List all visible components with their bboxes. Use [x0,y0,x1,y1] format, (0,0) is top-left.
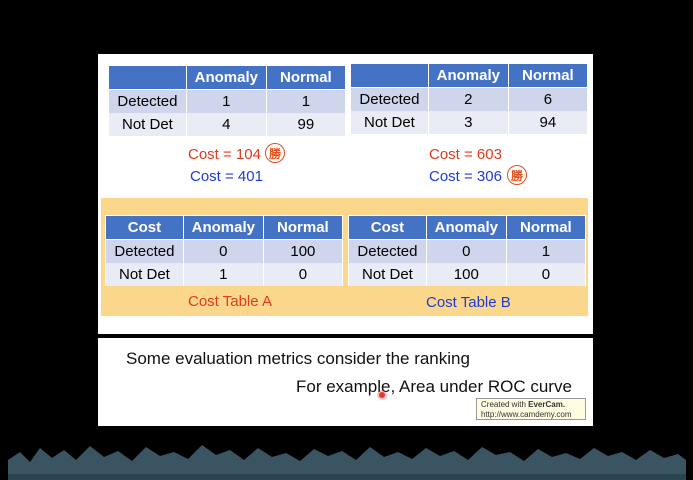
table-row: Not Det 1 0 [105,263,344,286]
cell: 100 [425,263,507,286]
table-row: Not Det 100 0 [348,263,587,286]
header-corner [108,65,187,90]
cell: 1 [185,89,267,113]
cost-table-b: Cost Anomaly Normal Detected 0 1 Not Det… [348,215,587,286]
row-label: Not Det [108,113,187,136]
header-cost: Cost [348,215,427,240]
table-row: Detected 0 100 [105,239,344,263]
header-cost: Cost [105,215,184,240]
header-normal: Normal [265,65,347,90]
table-row: Detected 0 1 [348,239,587,263]
row-label: Not Det [105,263,184,286]
cost-right-a: Cost = 603 [429,146,502,163]
cost-table-a: Cost Anomaly Normal Detected 0 100 Not D… [105,215,344,286]
cost-left-b: Cost = 401 [190,168,263,185]
cost-right-b: Cost = 306 [429,168,502,185]
audio-waveform[interactable] [0,430,693,480]
row-label: Detected [348,239,427,263]
header-anomaly: Anomaly [427,63,509,88]
win-stamp-icon: 勝 [507,165,527,185]
row-label: Detected [108,89,187,113]
header-normal: Normal [262,215,344,240]
row-label: Detected [350,87,429,111]
cell: 1 [182,263,264,286]
cell: 0 [425,239,507,263]
confusion-table-right: Anomaly Normal Detected 2 6 Not Det 3 94 [350,63,589,134]
bottom-line-2: For example, Area under ROC curve [296,377,572,396]
cell: 0 [505,263,587,286]
table-row: Detected 1 1 [108,89,347,113]
header-anomaly: Anomaly [182,215,264,240]
slide-divider [98,334,593,338]
cell: 0 [262,263,344,286]
cell: 1 [265,89,347,113]
cell: 2 [427,87,509,111]
table-row: Not Det 3 94 [350,111,589,134]
cell: 1 [505,239,587,263]
cost-left-a: Cost = 104 [188,146,261,163]
confusion-table-left: Anomaly Normal Detected 1 1 Not Det 4 99 [108,65,347,136]
cell: 100 [262,239,344,263]
table-row: Detected 2 6 [350,87,589,111]
cell: 6 [507,87,589,111]
cell: 3 [427,111,509,134]
row-label: Not Det [350,111,429,134]
header-normal: Normal [507,63,589,88]
bottom-line-1: Some evaluation metrics consider the ran… [126,349,470,368]
caption-cost-table-b: Cost Table B [426,294,511,311]
cell: 0 [182,239,264,263]
header-anomaly: Anomaly [185,65,267,90]
row-label: Detected [105,239,184,263]
row-label: Not Det [348,263,427,286]
cell: 99 [265,113,347,136]
caption-cost-table-a: Cost Table A [188,293,272,310]
evercam-watermark: Created with EverCam. http://www.camdemy… [476,398,586,420]
mouse-pointer-icon [379,392,385,398]
table-row: Not Det 4 99 [108,113,347,136]
header-normal: Normal [505,215,587,240]
header-anomaly: Anomaly [425,215,507,240]
header-corner [350,63,429,88]
cell: 94 [507,111,589,134]
win-stamp-icon: 勝 [265,143,285,163]
cell: 4 [185,113,267,136]
